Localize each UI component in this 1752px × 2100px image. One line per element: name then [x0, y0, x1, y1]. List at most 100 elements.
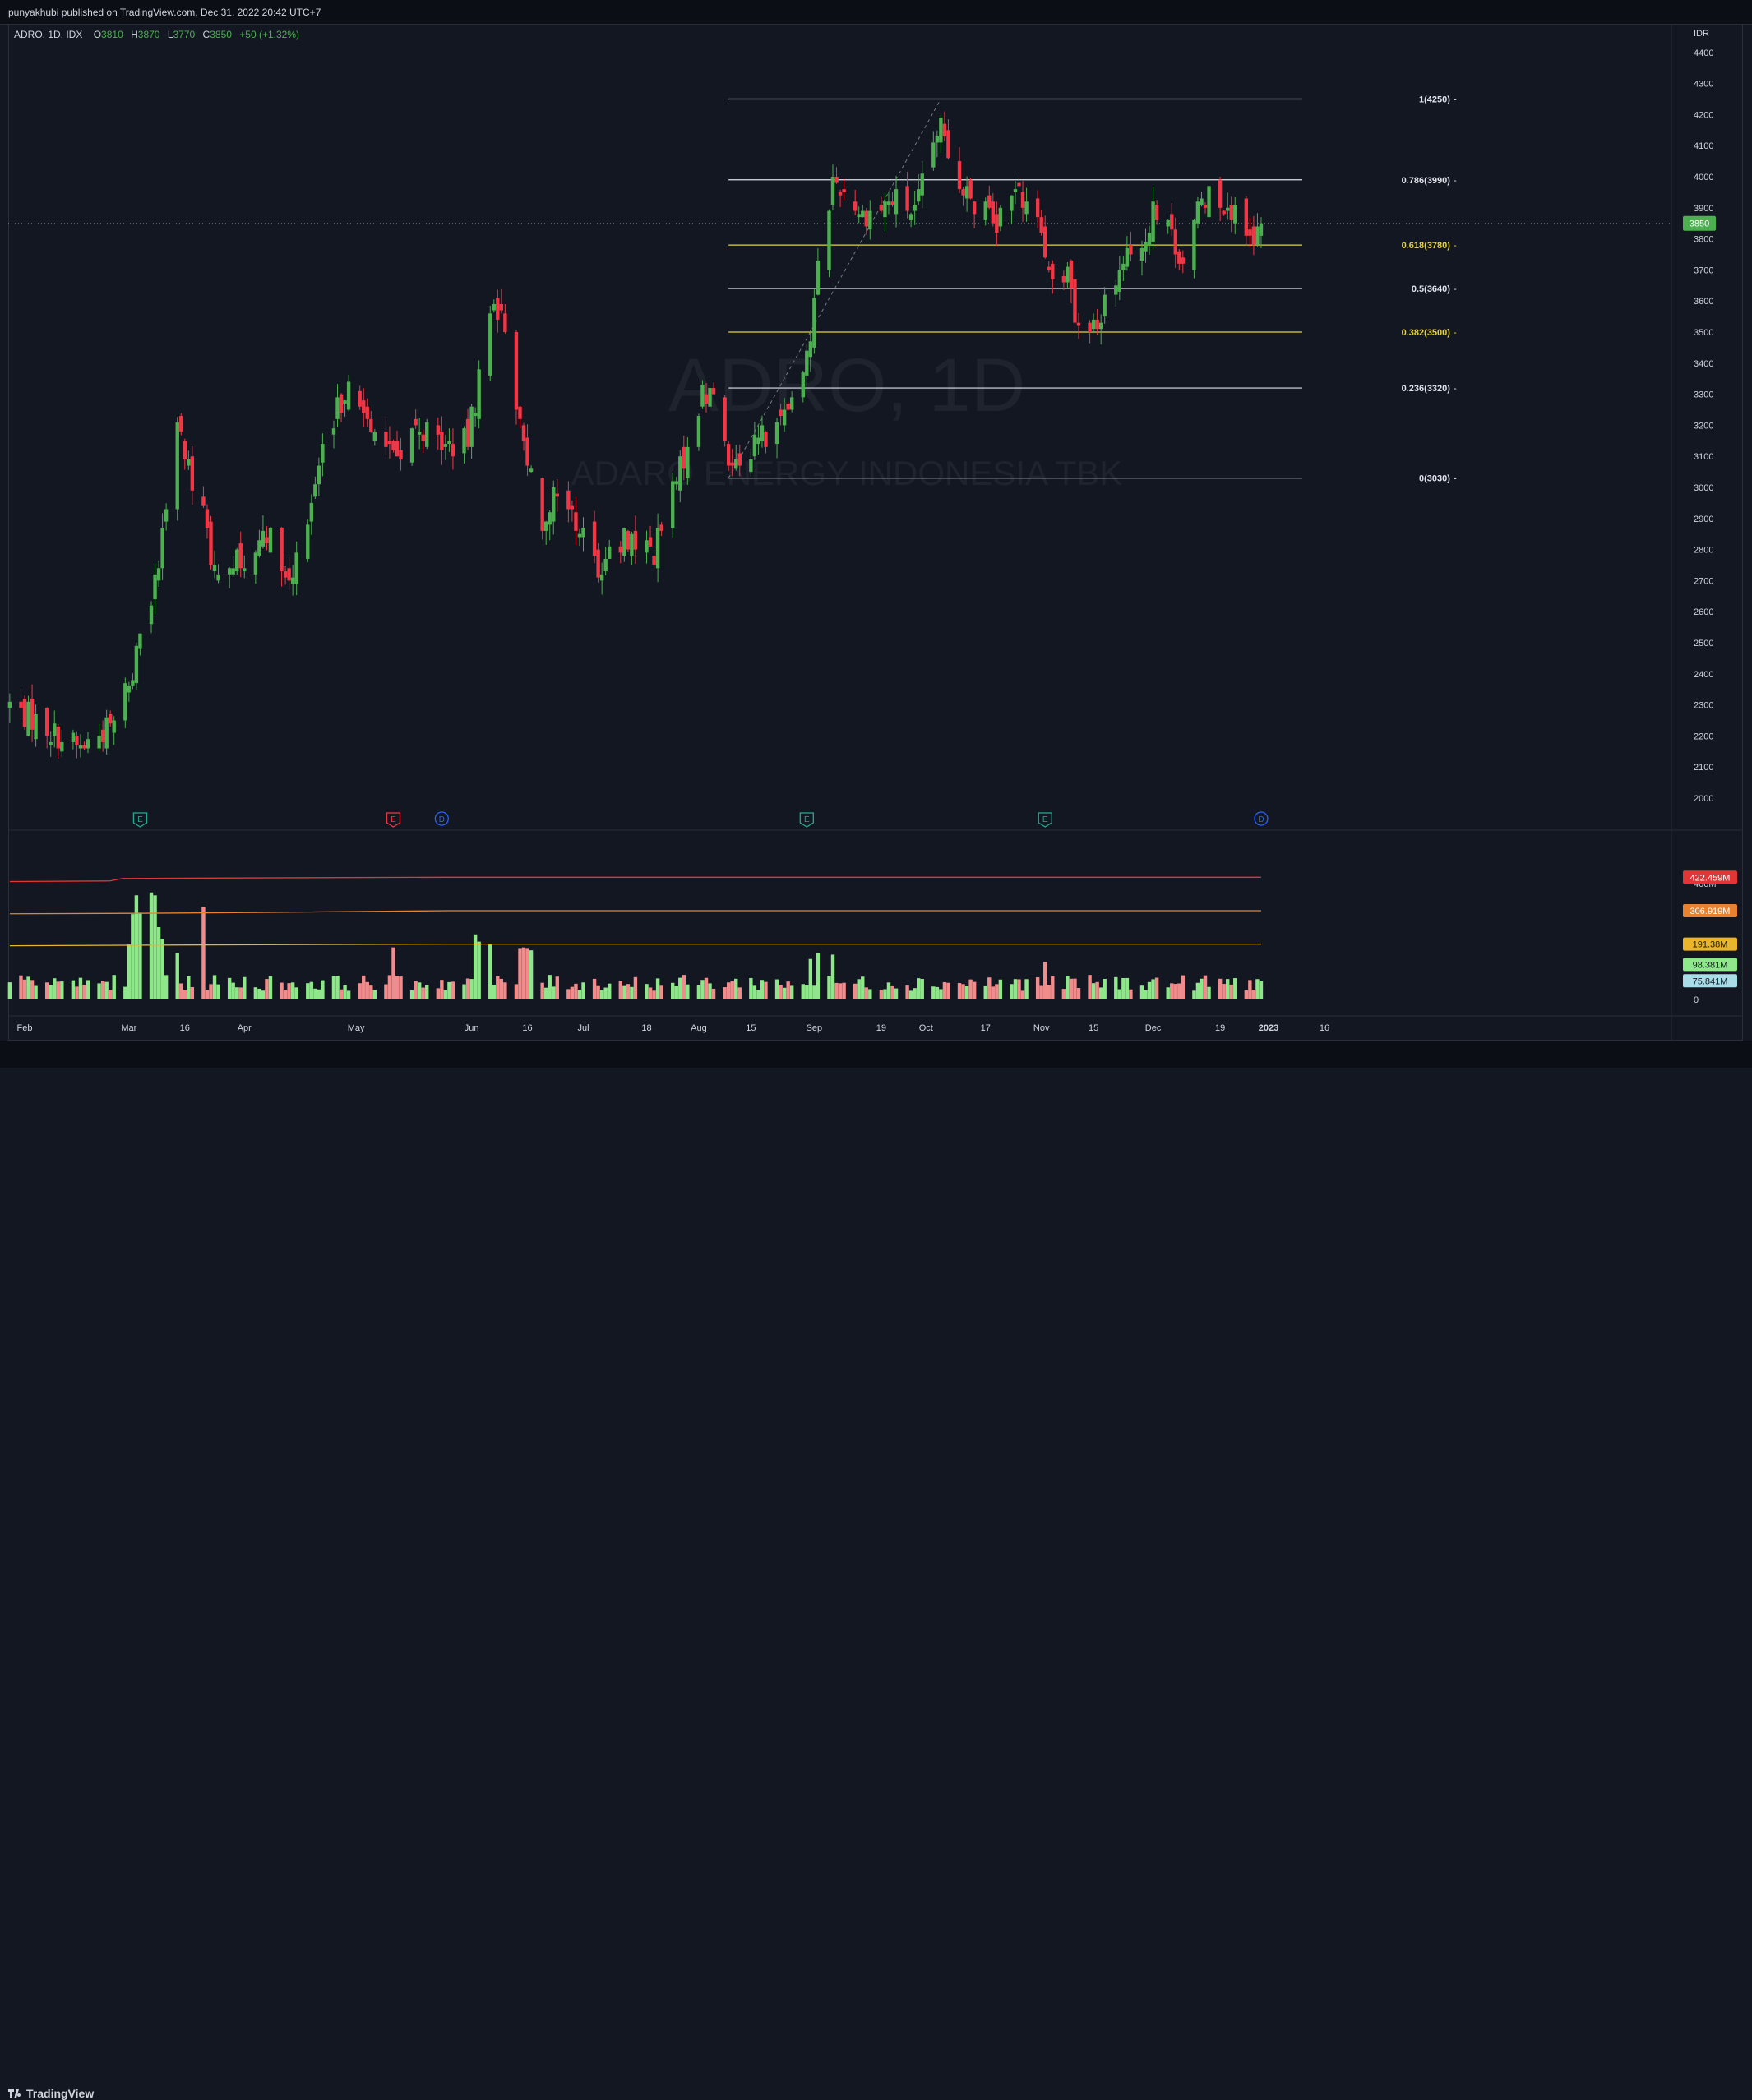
volume-bar: [652, 990, 656, 999]
volume-tick-label: 0: [1694, 995, 1699, 1005]
volume-bar: [838, 983, 843, 999]
price-axis[interactable]: IDR 2000 2100 2200 2300 2400 2500 2600 2700 2800 2…: [1694, 29, 1717, 1005]
volume-bar: [265, 979, 269, 999]
volume-bar: [1114, 976, 1118, 999]
time-tick-label: 15: [1089, 1023, 1098, 1033]
candle-body: [384, 431, 388, 447]
price-tick-label: 3200: [1694, 421, 1713, 431]
price-tick-label: 2300: [1694, 701, 1713, 711]
fib-level-label: 0(3030): [1419, 474, 1450, 484]
candle-body: [890, 201, 894, 205]
volume-bar: [596, 985, 600, 999]
symbol-legend[interactable]: ADRO, 1D, IDX O3810 H3870 L3770 C3850 +5…: [14, 29, 299, 40]
volume-bar: [339, 989, 344, 999]
volume-bar: [1103, 978, 1107, 999]
candle-body: [78, 745, 83, 749]
earnings-event-marker[interactable]: E: [132, 812, 148, 828]
volume-moving-averages: [9, 876, 1261, 947]
candle-body: [280, 528, 284, 572]
volume-bar: [440, 980, 444, 999]
candle-body: [175, 422, 179, 510]
candle-body: [991, 201, 995, 224]
candle-body: [521, 425, 526, 441]
volume-bar: [700, 980, 705, 999]
tradingview-brand[interactable]: TradingView: [8, 2087, 94, 2100]
candle-body: [1095, 319, 1099, 330]
volume-bar: [1192, 990, 1196, 999]
dividend-event-marker[interactable]: D: [434, 811, 450, 826]
candle-body: [723, 397, 727, 441]
candle-body: [30, 699, 35, 730]
candle-body: [127, 685, 132, 693]
candle-body: [488, 313, 492, 376]
volume-bar: [1129, 989, 1133, 999]
candle-body: [864, 210, 868, 227]
volume-bar: [86, 980, 90, 999]
volume-bar: [108, 990, 113, 999]
last-price-badge: [1683, 215, 1716, 231]
candle-body: [414, 418, 418, 426]
volume-bar: [774, 979, 779, 999]
candle-body: [529, 468, 534, 473]
candle-body: [1125, 247, 1130, 267]
volume-bar: [53, 978, 57, 999]
tradingview-logo-icon: [8, 2089, 21, 2098]
volume-bar: [417, 982, 422, 999]
volume-bar: [521, 947, 526, 999]
candle-body: [838, 192, 843, 196]
volume-bar: [30, 980, 35, 999]
candle-body: [1222, 210, 1226, 215]
candle-body: [451, 444, 455, 457]
volume-bar: [983, 985, 987, 999]
volume-bar: [26, 976, 30, 999]
volume-ma-value: 306.919M: [1690, 907, 1731, 916]
price-tick-label: 2200: [1694, 732, 1713, 741]
candle-body: [1069, 261, 1074, 289]
dividend-event-marker[interactable]: D: [1254, 811, 1269, 826]
volume-bar: [19, 975, 23, 999]
candle-body: [853, 201, 858, 211]
volume-bar: [499, 978, 504, 999]
price-tick-label: 2600: [1694, 607, 1713, 617]
candle-body: [465, 418, 470, 447]
volume-bar: [599, 990, 604, 999]
fib-level-label: 0.618(3780): [1402, 241, 1451, 251]
volume-bar: [212, 975, 217, 999]
volume-bar: [764, 981, 768, 999]
volume-bar: [1177, 983, 1181, 999]
volume-bar: [164, 975, 169, 999]
earnings-event-marker[interactable]: E: [1038, 812, 1052, 828]
volume-bar: [1125, 977, 1130, 999]
volume-bar: [972, 981, 977, 999]
fib-level-label: 0.236(3320): [1402, 384, 1451, 394]
candle-body: [164, 509, 169, 522]
volume-bar: [175, 953, 179, 999]
volume-bar: [782, 987, 787, 999]
volume-bar: [280, 982, 284, 999]
volume-bar: [346, 990, 351, 999]
volume-bar: [1225, 979, 1230, 999]
volume-bar: [861, 976, 865, 999]
candle-body: [805, 350, 809, 376]
price-tick-label: 2700: [1694, 576, 1713, 586]
candle-body: [935, 136, 940, 143]
candle-body: [920, 173, 924, 196]
earnings-event-marker[interactable]: E: [386, 812, 401, 828]
candle-body: [1218, 179, 1223, 208]
volume-bar: [209, 984, 213, 999]
fibonacci-retracement[interactable]: 1(4250) -0.786(3990) -0.618(3780) -0.5(3640…: [728, 95, 1457, 484]
candle-body: [834, 177, 839, 183]
volume-bar: [1088, 975, 1092, 999]
earnings-event-marker[interactable]: E: [799, 812, 814, 828]
candle-body: [265, 537, 269, 544]
candle-body: [503, 313, 507, 332]
price-chart[interactable]: ADRO, 1D ADARO ENERGY INDONESIA TBK 1(42…: [0, 0, 1752, 1068]
volume-bar: [808, 958, 813, 999]
chart-frame[interactable]: [8, 24, 1743, 1041]
candle-body: [730, 462, 734, 466]
candle-body: [227, 568, 232, 575]
candle-body: [160, 528, 164, 569]
time-axis[interactable]: Feb Mar 16 Apr May Jun 16 Jul 18 Aug 15 Sep 19 Oct 17 N…: [17, 1023, 1330, 1033]
volume-bar: [987, 977, 992, 999]
